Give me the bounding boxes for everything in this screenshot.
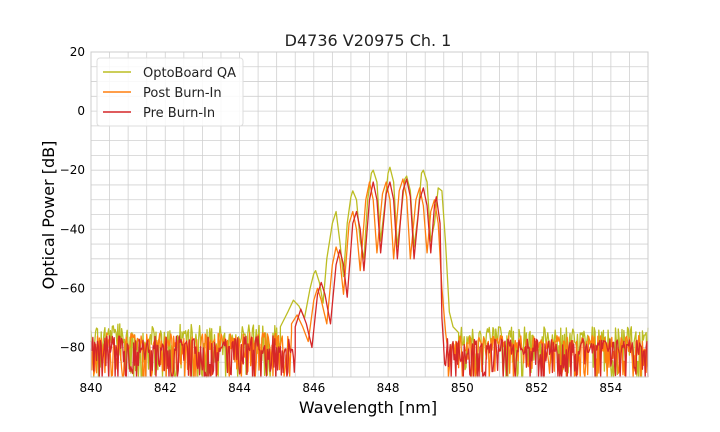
legend: OptoBoard QA Post Burn-In Pre Burn-In bbox=[96, 57, 244, 127]
x-tick-label: 846 bbox=[302, 381, 325, 395]
y-tick-label: 0 bbox=[77, 104, 85, 118]
legend-label: Post Burn-In bbox=[143, 86, 222, 101]
series-layer bbox=[90, 166, 649, 378]
series-line-pre-burn-in bbox=[90, 178, 649, 378]
y-tick-label: 20 bbox=[70, 45, 85, 59]
y-tick-label: −60 bbox=[60, 281, 85, 295]
x-tick-label: 842 bbox=[154, 381, 177, 395]
x-tick-label: 848 bbox=[377, 381, 400, 395]
y-tick-label: −40 bbox=[60, 222, 85, 236]
x-tick-label: 852 bbox=[525, 381, 548, 395]
x-tick-label: 844 bbox=[228, 381, 251, 395]
y-tick-label: −80 bbox=[60, 340, 85, 354]
plot-frame bbox=[90, 51, 649, 378]
x-tick-label: 850 bbox=[451, 381, 474, 395]
y-axis-label: Optical Power [dB] bbox=[39, 141, 58, 290]
y-tick-label: −20 bbox=[60, 163, 85, 177]
legend-label: OptoBoard QA bbox=[143, 66, 236, 81]
x-tick-label: 840 bbox=[80, 381, 103, 395]
x-tick-label: 854 bbox=[599, 381, 622, 395]
legend-box bbox=[96, 57, 244, 127]
legend-label: Pre Burn-In bbox=[143, 106, 215, 121]
chart-title: D4736 V20975 Ch. 1 bbox=[285, 31, 452, 50]
x-axis-label: Wavelength [nm] bbox=[299, 398, 437, 417]
tick-labels: 840 842 844 846 848 850 852 854 20 0 −20 −40 −60 −80 bbox=[60, 45, 623, 395]
